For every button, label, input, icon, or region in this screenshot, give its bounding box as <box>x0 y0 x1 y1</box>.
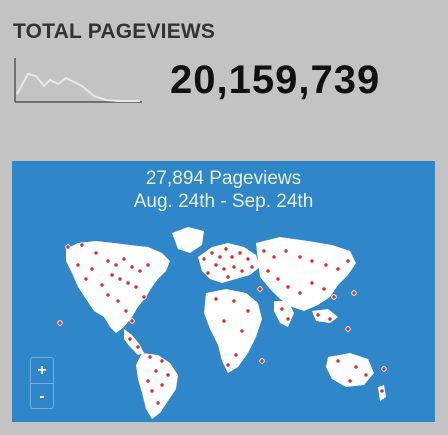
world-map-icon[interactable] <box>12 161 435 422</box>
map-summary: 27,894 Pageviews Aug. 24th - Sep. 24th <box>12 167 435 213</box>
zoom-in-button[interactable]: + <box>37 362 47 379</box>
pageviews-sparkline-icon <box>14 58 142 103</box>
visitor-map-panel[interactable]: 27,894 Pageviews Aug. 24th - Sep. 24th +… <box>12 161 435 422</box>
period-pageviews: 27,894 Pageviews <box>145 168 302 189</box>
zoom-out-button[interactable]: - <box>31 383 53 409</box>
widget-title: TOTAL PAGEVIEWS <box>13 20 216 43</box>
total-pageviews-value: 20,159,739 <box>170 58 381 102</box>
map-zoom-controls: + - <box>30 357 54 409</box>
period-date-range: Aug. 24th - Sep. 24th <box>133 191 314 212</box>
